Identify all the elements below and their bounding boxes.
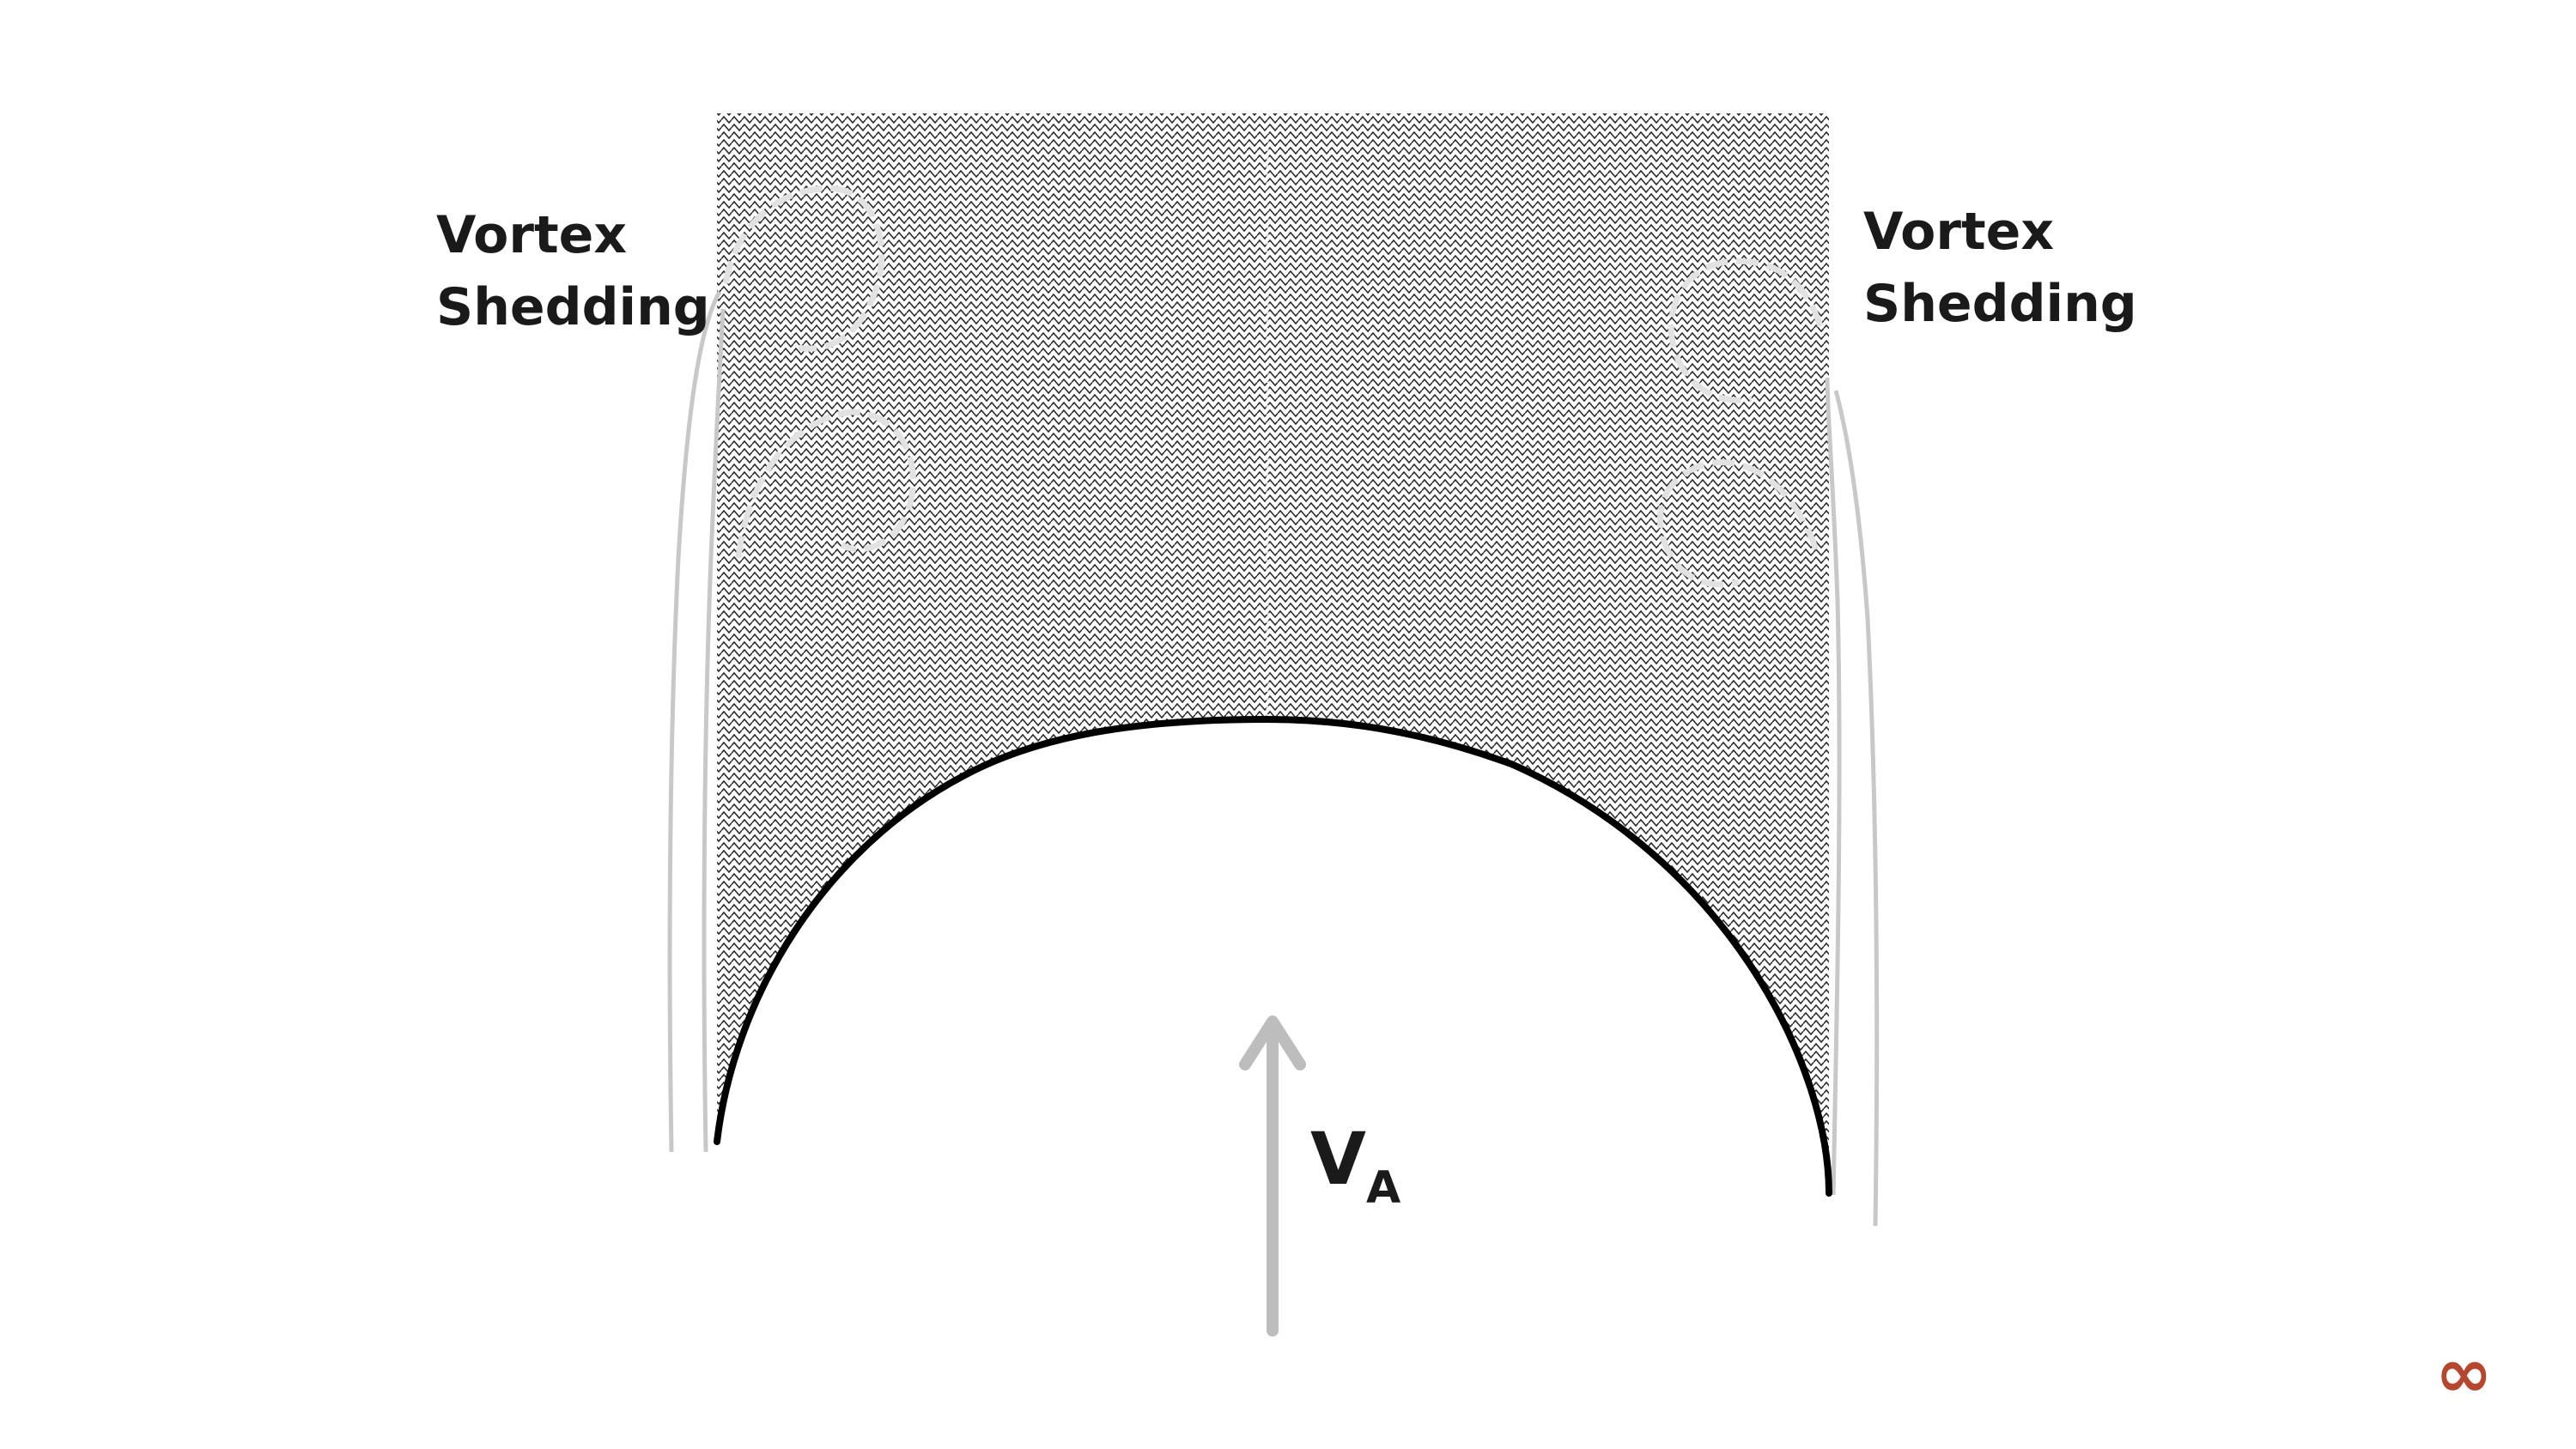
infinity-icon: ∞ [2435,1333,2493,1413]
vortex-swirl-right-lower [1657,459,1820,588]
velocity-label: VA [1310,1123,1400,1210]
streamline-left-outer [667,290,722,1153]
streamline-right-inner [1825,377,1842,1196]
velocity-arrow-head [1239,1016,1306,1070]
label-left-line1: Vortex [436,205,628,265]
vortex-swirl-left-lower [735,409,916,559]
velocity-symbol: V [1310,1117,1367,1201]
label-right-line1: Vortex [1863,202,2055,262]
body-outline [714,715,1832,1197]
vortex-swirl-right-upper [1668,258,1824,403]
vortex-shedding-label-right: Vortex Shedding [1863,196,2137,340]
streamline-left-inner [702,308,726,1153]
streamline-right-outer [1833,390,1880,1227]
wake-region [717,113,1829,1193]
label-right-line2: Shedding [1863,274,2137,334]
label-left-line2: Shedding [436,277,710,337]
velocity-subscript: A [1366,1162,1401,1214]
vortex-shedding-label-left: Vortex Shedding [436,199,710,343]
vortex-swirl-left-upper [722,185,885,352]
